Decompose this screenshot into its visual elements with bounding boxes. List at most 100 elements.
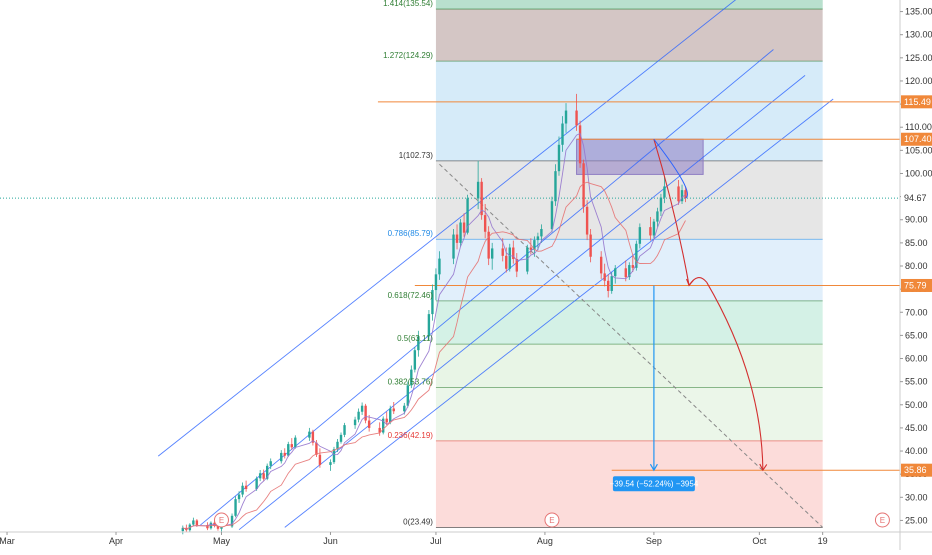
candle-body <box>244 485 248 489</box>
fib-level-label: 0.786(85.79) <box>388 229 434 238</box>
candle-body <box>540 228 543 237</box>
candle-body <box>392 408 395 412</box>
candle-body <box>382 418 385 433</box>
candle-body <box>413 350 417 370</box>
candle-body <box>677 186 680 202</box>
x-axis[interactable]: Mar Apr May Jun Jul Aug Sep Oct 19 <box>0 531 932 546</box>
candle-body <box>280 452 283 462</box>
projection-lead-in <box>653 138 688 199</box>
candle-body <box>515 259 518 272</box>
candle-body <box>554 171 557 202</box>
projection-arc-target <box>706 281 764 471</box>
x-tick-label: Jun <box>323 536 338 546</box>
candle-body <box>480 181 483 216</box>
y-tick-label: 65.00 <box>905 330 928 340</box>
candle-body <box>339 434 343 442</box>
candle-body <box>680 190 684 202</box>
y-tick-label: 135.00 <box>905 7 932 17</box>
candle-body <box>476 181 480 199</box>
candle-body <box>181 527 185 532</box>
candle-body <box>353 419 357 426</box>
candle-body <box>311 431 315 443</box>
candle-body <box>308 431 311 438</box>
earnings-event-icon[interactable] <box>544 512 560 528</box>
price-label: 115.49 <box>904 97 931 107</box>
x-tick-label: Jul <box>430 536 442 546</box>
y-tick-label: 40.00 <box>905 446 928 456</box>
measure-label: −39.54 (−52.24%) −3954 <box>610 480 699 489</box>
candle-body <box>434 274 438 291</box>
candle-body <box>536 236 540 241</box>
candle-body <box>490 248 494 259</box>
fib-zone-top <box>435 0 823 10</box>
candle-body <box>241 485 244 495</box>
dashed-trend-line <box>439 163 824 528</box>
candle-body <box>367 420 371 428</box>
candle-body <box>255 478 258 489</box>
candle-body <box>262 473 265 479</box>
candle-body <box>505 255 508 269</box>
channel-line <box>157 0 737 457</box>
candle-body <box>318 454 322 465</box>
current-price-box <box>901 191 932 205</box>
candle-body <box>220 526 223 529</box>
candle-body <box>406 385 410 406</box>
candle-body <box>459 222 462 243</box>
candle-body <box>663 186 666 198</box>
candle-body <box>501 248 504 256</box>
earnings-event-label: E <box>549 516 554 525</box>
earnings-event-icon[interactable] <box>213 512 229 528</box>
candle-body <box>403 405 406 412</box>
candle-body <box>649 227 652 236</box>
candle-body <box>607 280 610 291</box>
fib-level-label: 0.236(42.19) <box>388 431 434 440</box>
y-tick-label: 110.00 <box>905 122 932 132</box>
fib-level-label: 0.5(63.11) <box>397 334 433 343</box>
measure-group: −39.54 (−52.24%) −3954 <box>610 285 699 492</box>
candle-body <box>364 405 367 421</box>
candle-body <box>265 465 269 479</box>
candle-body <box>466 198 469 233</box>
candle-body <box>599 256 603 274</box>
fib-level-label: 0.618(72.46) <box>388 291 434 300</box>
x-tick-label: 19 <box>818 536 828 546</box>
price-label-box <box>901 463 932 477</box>
y-tick-label: 105.00 <box>905 145 932 155</box>
candle-body <box>656 211 659 222</box>
x-tick-label: Aug <box>537 536 553 546</box>
y-tick-label: 90.00 <box>905 215 928 225</box>
y-tick-label: 30.00 <box>905 492 928 502</box>
candle-body <box>438 258 441 275</box>
earnings-event-icon[interactable] <box>874 512 890 528</box>
candle-body <box>585 206 589 235</box>
candle-body <box>462 222 466 233</box>
horizontal-lines-group <box>0 101 900 471</box>
candle-body <box>483 215 487 232</box>
candle-body <box>258 473 262 479</box>
measure-arrowhead <box>649 463 658 472</box>
y-tick-label: 45.00 <box>905 423 928 433</box>
candle-body <box>589 234 592 257</box>
candle-body <box>603 273 606 281</box>
y-axis[interactable]: 135.00130.00125.00120.00115.00110.00105.… <box>899 0 932 550</box>
candle-body <box>652 221 656 236</box>
y-tick-label: 120.00 <box>905 76 932 86</box>
fib-zone <box>435 387 823 441</box>
candle-body <box>452 234 455 259</box>
y-tick-label: 50.00 <box>905 400 928 410</box>
candle-body <box>533 240 536 250</box>
candle-body <box>192 520 195 525</box>
earnings-event-label: E <box>880 516 885 525</box>
candle-body <box>269 461 272 466</box>
candle-body <box>564 110 568 124</box>
candle-body <box>529 247 533 250</box>
x-tick-label: Apr <box>109 536 123 546</box>
price-label: 107.40 <box>904 134 932 144</box>
candle-body <box>487 231 490 259</box>
candle-body <box>357 411 360 420</box>
candle-body <box>455 234 459 243</box>
candle-body <box>343 425 346 435</box>
trend-line-group <box>439 163 824 528</box>
